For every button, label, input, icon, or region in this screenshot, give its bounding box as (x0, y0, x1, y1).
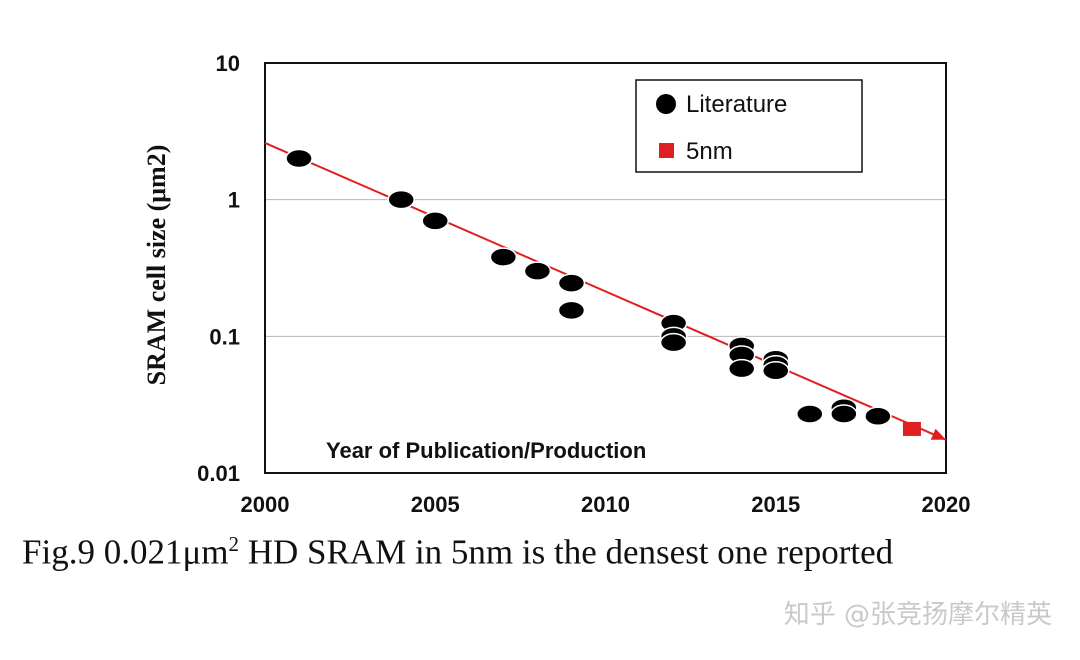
trend-arrowhead (930, 428, 946, 440)
literature-point (830, 404, 858, 424)
literature-point (659, 332, 688, 353)
y-tick-label: 10 (216, 51, 240, 76)
legend-literature-label: Literature (686, 91, 787, 118)
x-tick-label: 2010 (581, 492, 630, 517)
literature-point (523, 261, 552, 281)
literature-point (796, 404, 824, 424)
grid-lines (265, 199, 946, 337)
literature-point (489, 247, 518, 267)
legend-literature-marker (656, 94, 676, 114)
watermark: 知乎 @张竞扬摩尔精英 (783, 600, 1052, 630)
x-tick-label: 2015 (751, 492, 800, 517)
legend-5nm-marker (659, 143, 674, 158)
literature-point (285, 148, 313, 169)
point-5nm (902, 421, 921, 436)
legend: Literature 5nm (635, 79, 863, 173)
caption-suffix: HD SRAM in 5nm is the densest one report… (238, 532, 894, 572)
literature-point (762, 360, 790, 381)
y-tick-label: 0.01 (197, 461, 240, 486)
x-axis-tick-labels: 2000 2005 2010 2015 2020 (241, 492, 971, 517)
y-tick-label: 1 (228, 188, 240, 213)
data-points (285, 148, 921, 436)
caption-superscript: 2 (228, 532, 239, 556)
trend-line (264, 142, 947, 441)
sram-scaling-chart: 10 1 0.1 0.01 2000 2005 2010 2015 2020 SRAM cel… (142, 51, 971, 517)
y-axis-label: SRAM cell size (μm2) (142, 145, 171, 386)
literature-point (421, 211, 449, 231)
literature-point (864, 406, 892, 427)
y-axis-tick-labels: 10 1 0.1 0.01 (197, 51, 240, 486)
x-tick-label: 2020 (922, 492, 971, 517)
literature-point (557, 300, 586, 321)
literature-point (727, 358, 756, 379)
caption-prefix: Fig.9 0.021μm (22, 532, 229, 572)
plot-frame (264, 62, 947, 474)
legend-5nm-label: 5nm (686, 138, 733, 165)
literature-point (557, 273, 586, 293)
y-tick-label: 0.1 (209, 324, 240, 349)
x-tick-label: 2005 (411, 492, 460, 517)
literature-point (387, 189, 415, 210)
x-tick-label: 2000 (241, 492, 290, 517)
x-axis-label: Year of Publication/Production (326, 438, 646, 463)
figure-caption: Fig.9 0.021μm2 HD SRAM in 5nm is the den… (22, 532, 1072, 573)
